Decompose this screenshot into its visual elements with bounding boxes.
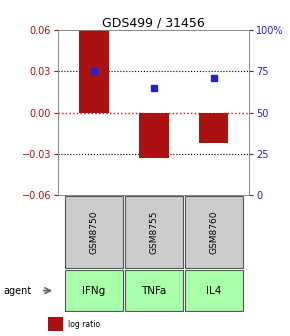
Bar [184, 196, 242, 268]
Text: GSM8760: GSM8760 [209, 210, 218, 254]
Text: GSM8750: GSM8750 [89, 210, 98, 254]
Text: agent: agent [3, 286, 31, 296]
Bar [125, 196, 183, 268]
Bar [65, 270, 123, 311]
Text: IL4: IL4 [206, 286, 221, 296]
Text: log ratio: log ratio [68, 320, 100, 329]
Bar [79, 30, 109, 113]
Text: IFNg: IFNg [82, 286, 106, 296]
Bar [199, 113, 229, 143]
Bar [65, 196, 123, 268]
Bar [125, 270, 183, 311]
Bar [48, 317, 63, 331]
Title: GDS499 / 31456: GDS499 / 31456 [102, 16, 205, 29]
Text: GSM8755: GSM8755 [149, 210, 158, 254]
Bar [184, 270, 242, 311]
Text: TNFa: TNFa [141, 286, 166, 296]
Bar [139, 113, 169, 158]
